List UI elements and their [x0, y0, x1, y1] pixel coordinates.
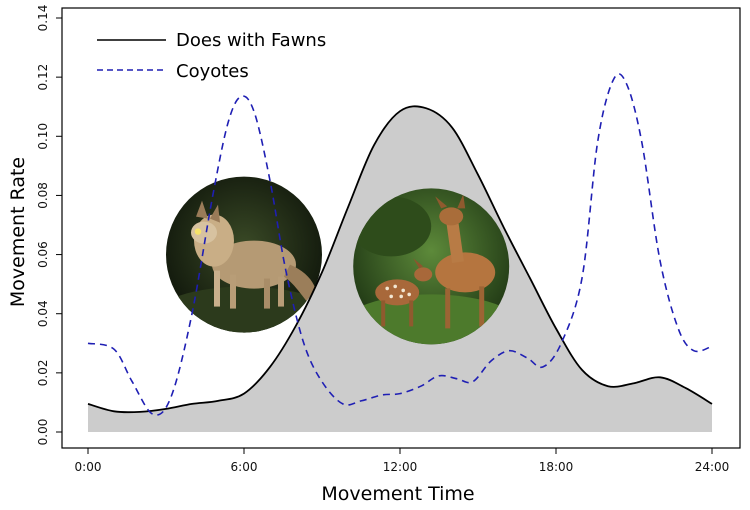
- x-axis-title: Movement Time: [321, 483, 474, 505]
- y-tick-label: 0.02: [36, 359, 50, 386]
- y-tick-label: 0.08: [36, 182, 50, 209]
- x-tick-label: 18:00: [539, 460, 574, 474]
- y-tick-label: 0.14: [36, 5, 50, 32]
- y-tick-label: 0.04: [36, 300, 50, 327]
- y-tick-label: 0.12: [36, 64, 50, 91]
- y-tick-label: 0.06: [36, 241, 50, 268]
- x-tick-label: 12:00: [383, 460, 418, 474]
- plot-area-frame: [61, 7, 741, 449]
- y-tick-label: 0.10: [36, 123, 50, 150]
- legend: Does with Fawns Coyotes: [97, 30, 326, 82]
- does-with-fawns-line: [87, 105, 713, 414]
- y-tick-label: 0.00: [36, 419, 50, 446]
- doe-with-fawn-photo: [353, 188, 510, 345]
- x-tick-label: 24:00: [695, 460, 730, 474]
- legend-label-does-with-fawns: Does with Fawns: [176, 30, 326, 51]
- x-tick-label: 6:00: [231, 460, 258, 474]
- y-axis-title: Movement Rate: [7, 157, 29, 307]
- coyotes-line: [87, 73, 713, 416]
- legend-label-coyotes: Coyotes: [176, 61, 249, 82]
- x-tick-label: 0:00: [75, 460, 102, 474]
